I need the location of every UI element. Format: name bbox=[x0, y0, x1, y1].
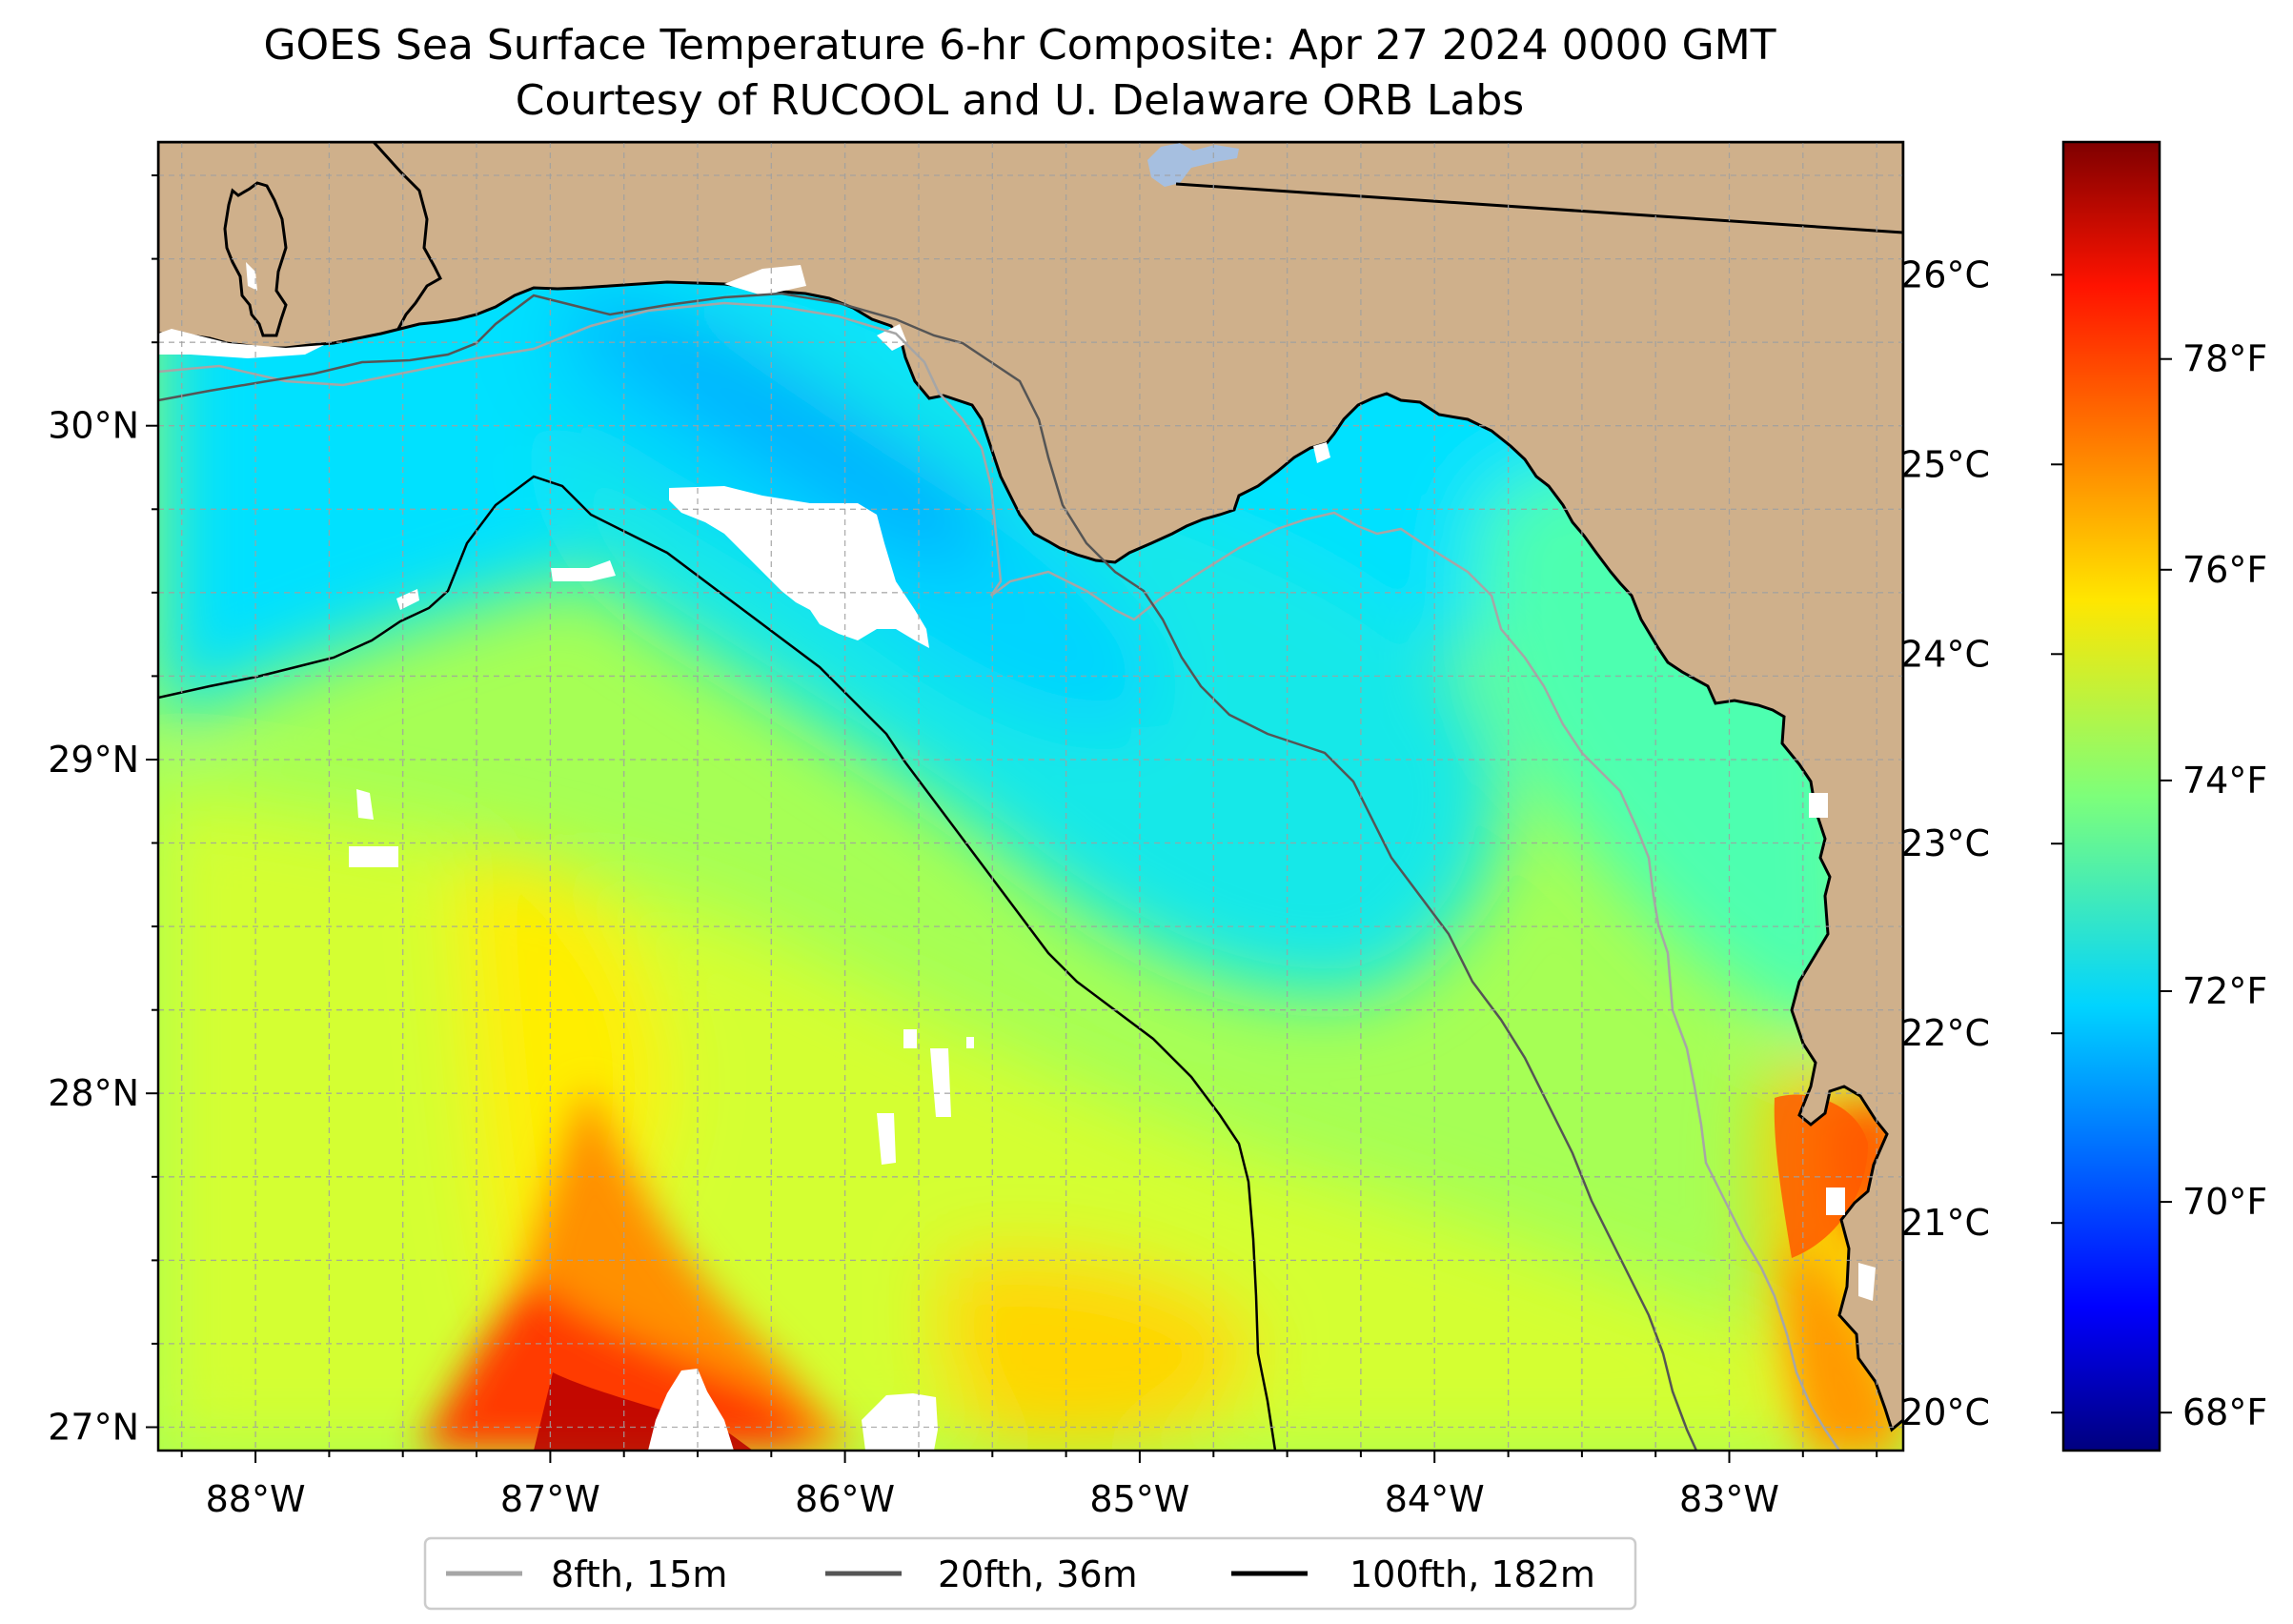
longitude-tick-label: 84°W bbox=[1385, 1478, 1485, 1520]
longitude-tick-label: 87°W bbox=[500, 1478, 600, 1520]
colorbar-celsius-label: 20°C bbox=[1900, 1391, 1990, 1433]
longitude-tick-label: 86°W bbox=[795, 1478, 895, 1520]
colorbar-fahrenheit-label: 72°F bbox=[2182, 970, 2267, 1012]
isobaths bbox=[158, 292, 1841, 1451]
isobath-20fth bbox=[158, 292, 1698, 1451]
state-boundary-ms-al bbox=[372, 142, 442, 330]
legend-label-8fth: 8fth, 15m bbox=[551, 1553, 727, 1595]
colorbar-fahrenheit-label: 74°F bbox=[2182, 760, 2267, 802]
longitude-labels: 88°W 87°W 86°W 85°W 84°W 83°W bbox=[206, 1478, 1779, 1520]
latitude-tick-label: 29°N bbox=[48, 739, 139, 781]
map-ticks bbox=[146, 174, 1878, 1463]
lake bbox=[1147, 143, 1239, 187]
colorbar-fahrenheit-axis: 68°F 70°F 72°F 74°F 76°F 78°F bbox=[2160, 338, 2267, 1433]
colorbar-celsius-label: 26°C bbox=[1900, 254, 1990, 295]
colorbar-gradient bbox=[2061, 140, 2161, 1452]
legend: 8fth, 15m 20fth, 36m 100fth, 182m bbox=[423, 1536, 1637, 1611]
latitude-tick-label: 27°N bbox=[48, 1407, 139, 1449]
legend-label-100fth: 100fth, 182m bbox=[1349, 1553, 1595, 1595]
map-frame bbox=[156, 140, 1905, 1452]
map-title-line1: GOES Sea Surface Temperature 6-hr Compos… bbox=[263, 21, 1776, 70]
cloud-mask bbox=[158, 262, 1876, 1451]
colorbar-celsius-axis: 20°C 21°C 22°C 23°C 24°C 25°C 26°C bbox=[1900, 254, 2063, 1433]
colorbar-celsius-label: 24°C bbox=[1900, 633, 1990, 675]
latitude-tick-label: 30°N bbox=[48, 405, 139, 447]
legend-box bbox=[423, 1536, 1637, 1611]
colorbar: 20°C 21°C 22°C 23°C 24°C 25°C 26°C 68°F 70°F 72°… bbox=[1900, 140, 2267, 1452]
longitude-tick-label: 83°W bbox=[1679, 1478, 1779, 1520]
colorbar-fahrenheit-label: 70°F bbox=[2182, 1181, 2267, 1223]
colorbar-fahrenheit-label: 76°F bbox=[2182, 549, 2267, 591]
longitude-tick-label: 85°W bbox=[1089, 1478, 1189, 1520]
colorbar-celsius-label: 23°C bbox=[1900, 822, 1990, 864]
colorbar-celsius-label: 22°C bbox=[1900, 1012, 1990, 1054]
colorbar-fahrenheit-label: 68°F bbox=[2182, 1391, 2267, 1433]
longitude-tick-label: 88°W bbox=[206, 1478, 306, 1520]
colorbar-celsius-label: 25°C bbox=[1900, 443, 1990, 485]
latitude-tick-label: 28°N bbox=[48, 1072, 139, 1114]
map-title-line2: Courtesy of RUCOOL and U. Delaware ORB L… bbox=[516, 76, 1524, 125]
state-boundary-al-fl bbox=[1175, 182, 1903, 234]
colorbar-celsius-label: 21°C bbox=[1900, 1202, 1990, 1244]
latitude-labels: 27°N 28°N 29°N 30°N bbox=[48, 405, 139, 1449]
legend-label-20fth: 20fth, 36m bbox=[938, 1553, 1138, 1595]
isobath-8fth bbox=[158, 301, 1841, 1451]
isobath-100fth bbox=[158, 475, 1277, 1451]
graticule bbox=[158, 142, 1903, 1451]
colorbar-fahrenheit-label: 78°F bbox=[2182, 338, 2267, 380]
map-panel[interactable] bbox=[158, 142, 1903, 1451]
